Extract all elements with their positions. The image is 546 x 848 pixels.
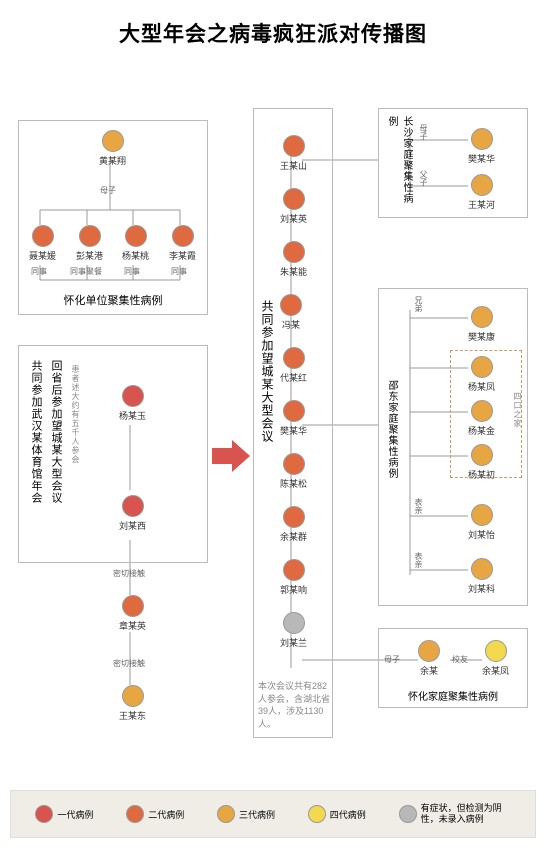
node-zhang: 章某英 (119, 595, 146, 632)
huaihua-family-title: 怀化家庭聚集性病例 (379, 688, 527, 703)
wangcheng-node: 余某群 (280, 506, 307, 543)
legend-dot-icon (35, 805, 53, 823)
legend-item: 三代病例 (217, 805, 275, 823)
page-title: 大型年会之病毒疯狂派对传播图 (0, 0, 546, 58)
legend-dot-icon (399, 805, 417, 823)
wangcheng-node: 冯某 (280, 294, 302, 331)
node-fanhua2: 樊某华 (468, 128, 495, 165)
node-yangfeng: 杨某凤 (468, 356, 495, 393)
wuhan-title2: 回省后参加望城某大型会议 (48, 360, 64, 555)
node-yu: 余某 (418, 640, 440, 677)
legend-item: 一代病例 (35, 805, 93, 823)
wangcheng-node: 郭某响 (280, 559, 307, 596)
rel-muzi-1: 母子 (100, 185, 116, 196)
wangcheng-node: 陈某松 (280, 453, 307, 490)
node-wangdong: 王某东 (119, 685, 146, 722)
wangcheng-footnote: 本次会议共有282人参会，含湖北省39人，涉及1130人。 (258, 680, 330, 730)
node-fankang: 樊某康 (468, 306, 495, 343)
legend-item: 二代病例 (126, 805, 184, 823)
node-liuyi: 刘某怡 (468, 504, 495, 541)
wangcheng-node: 王某山 (280, 135, 307, 172)
wuhan-box (18, 345, 208, 563)
node-yangchu: 杨某初 (468, 444, 495, 481)
node-huang: 黄某翔 (99, 130, 126, 167)
node-yangjin: 杨某金 (468, 400, 495, 437)
node-nie: 聂某媛 (29, 225, 56, 262)
legend-dot-icon (217, 805, 235, 823)
dot-icon (102, 130, 124, 152)
node-yufeng: 余某凤 (482, 640, 509, 677)
legend-dot-icon (308, 805, 326, 823)
wuhan-note: 患者述大约有五千人参会 (70, 365, 81, 515)
legend-dot-icon (126, 805, 144, 823)
shaodong-title: 邵东家庭聚集性病例 (384, 380, 399, 510)
wangcheng-node: 樊某华 (280, 400, 307, 437)
node-li: 李某霞 (169, 225, 196, 262)
wangcheng-node: 刘某英 (280, 188, 307, 225)
node-liuxi: 刘某西 (119, 495, 146, 532)
node-peng: 彭某港 (76, 225, 103, 262)
changsha-title: 长沙家庭聚集性病例 (384, 116, 414, 211)
huaihua-unit-title: 怀化单位聚集性病例 (19, 292, 207, 308)
shaodong-sidelabel: 四口之家 (512, 392, 523, 428)
transition-arrow-icon (212, 438, 250, 474)
node-wanghe: 王某河 (468, 174, 495, 211)
node-yangtao: 杨某桃 (122, 225, 149, 262)
wuhan-title1: 共同参加武汉某体育馆年会 (28, 360, 44, 555)
wangcheng-node: 代某红 (280, 347, 307, 384)
wangcheng-title: 共同参加望城某大型会议 (259, 300, 276, 510)
node-liuke: 刘某科 (468, 558, 495, 595)
legend-item: 有症状，但检测为阴性，未录入病例 (399, 803, 511, 825)
node-yangyu: 杨某玉 (119, 385, 146, 422)
legend: 一代病例 二代病例 三代病例 四代病例 有症状，但检测为阴性，未录入病例 (10, 790, 536, 838)
legend-item: 四代病例 (308, 805, 366, 823)
wangcheng-node: 朱某能 (280, 241, 307, 278)
wangcheng-node: 刘某兰 (280, 612, 307, 649)
